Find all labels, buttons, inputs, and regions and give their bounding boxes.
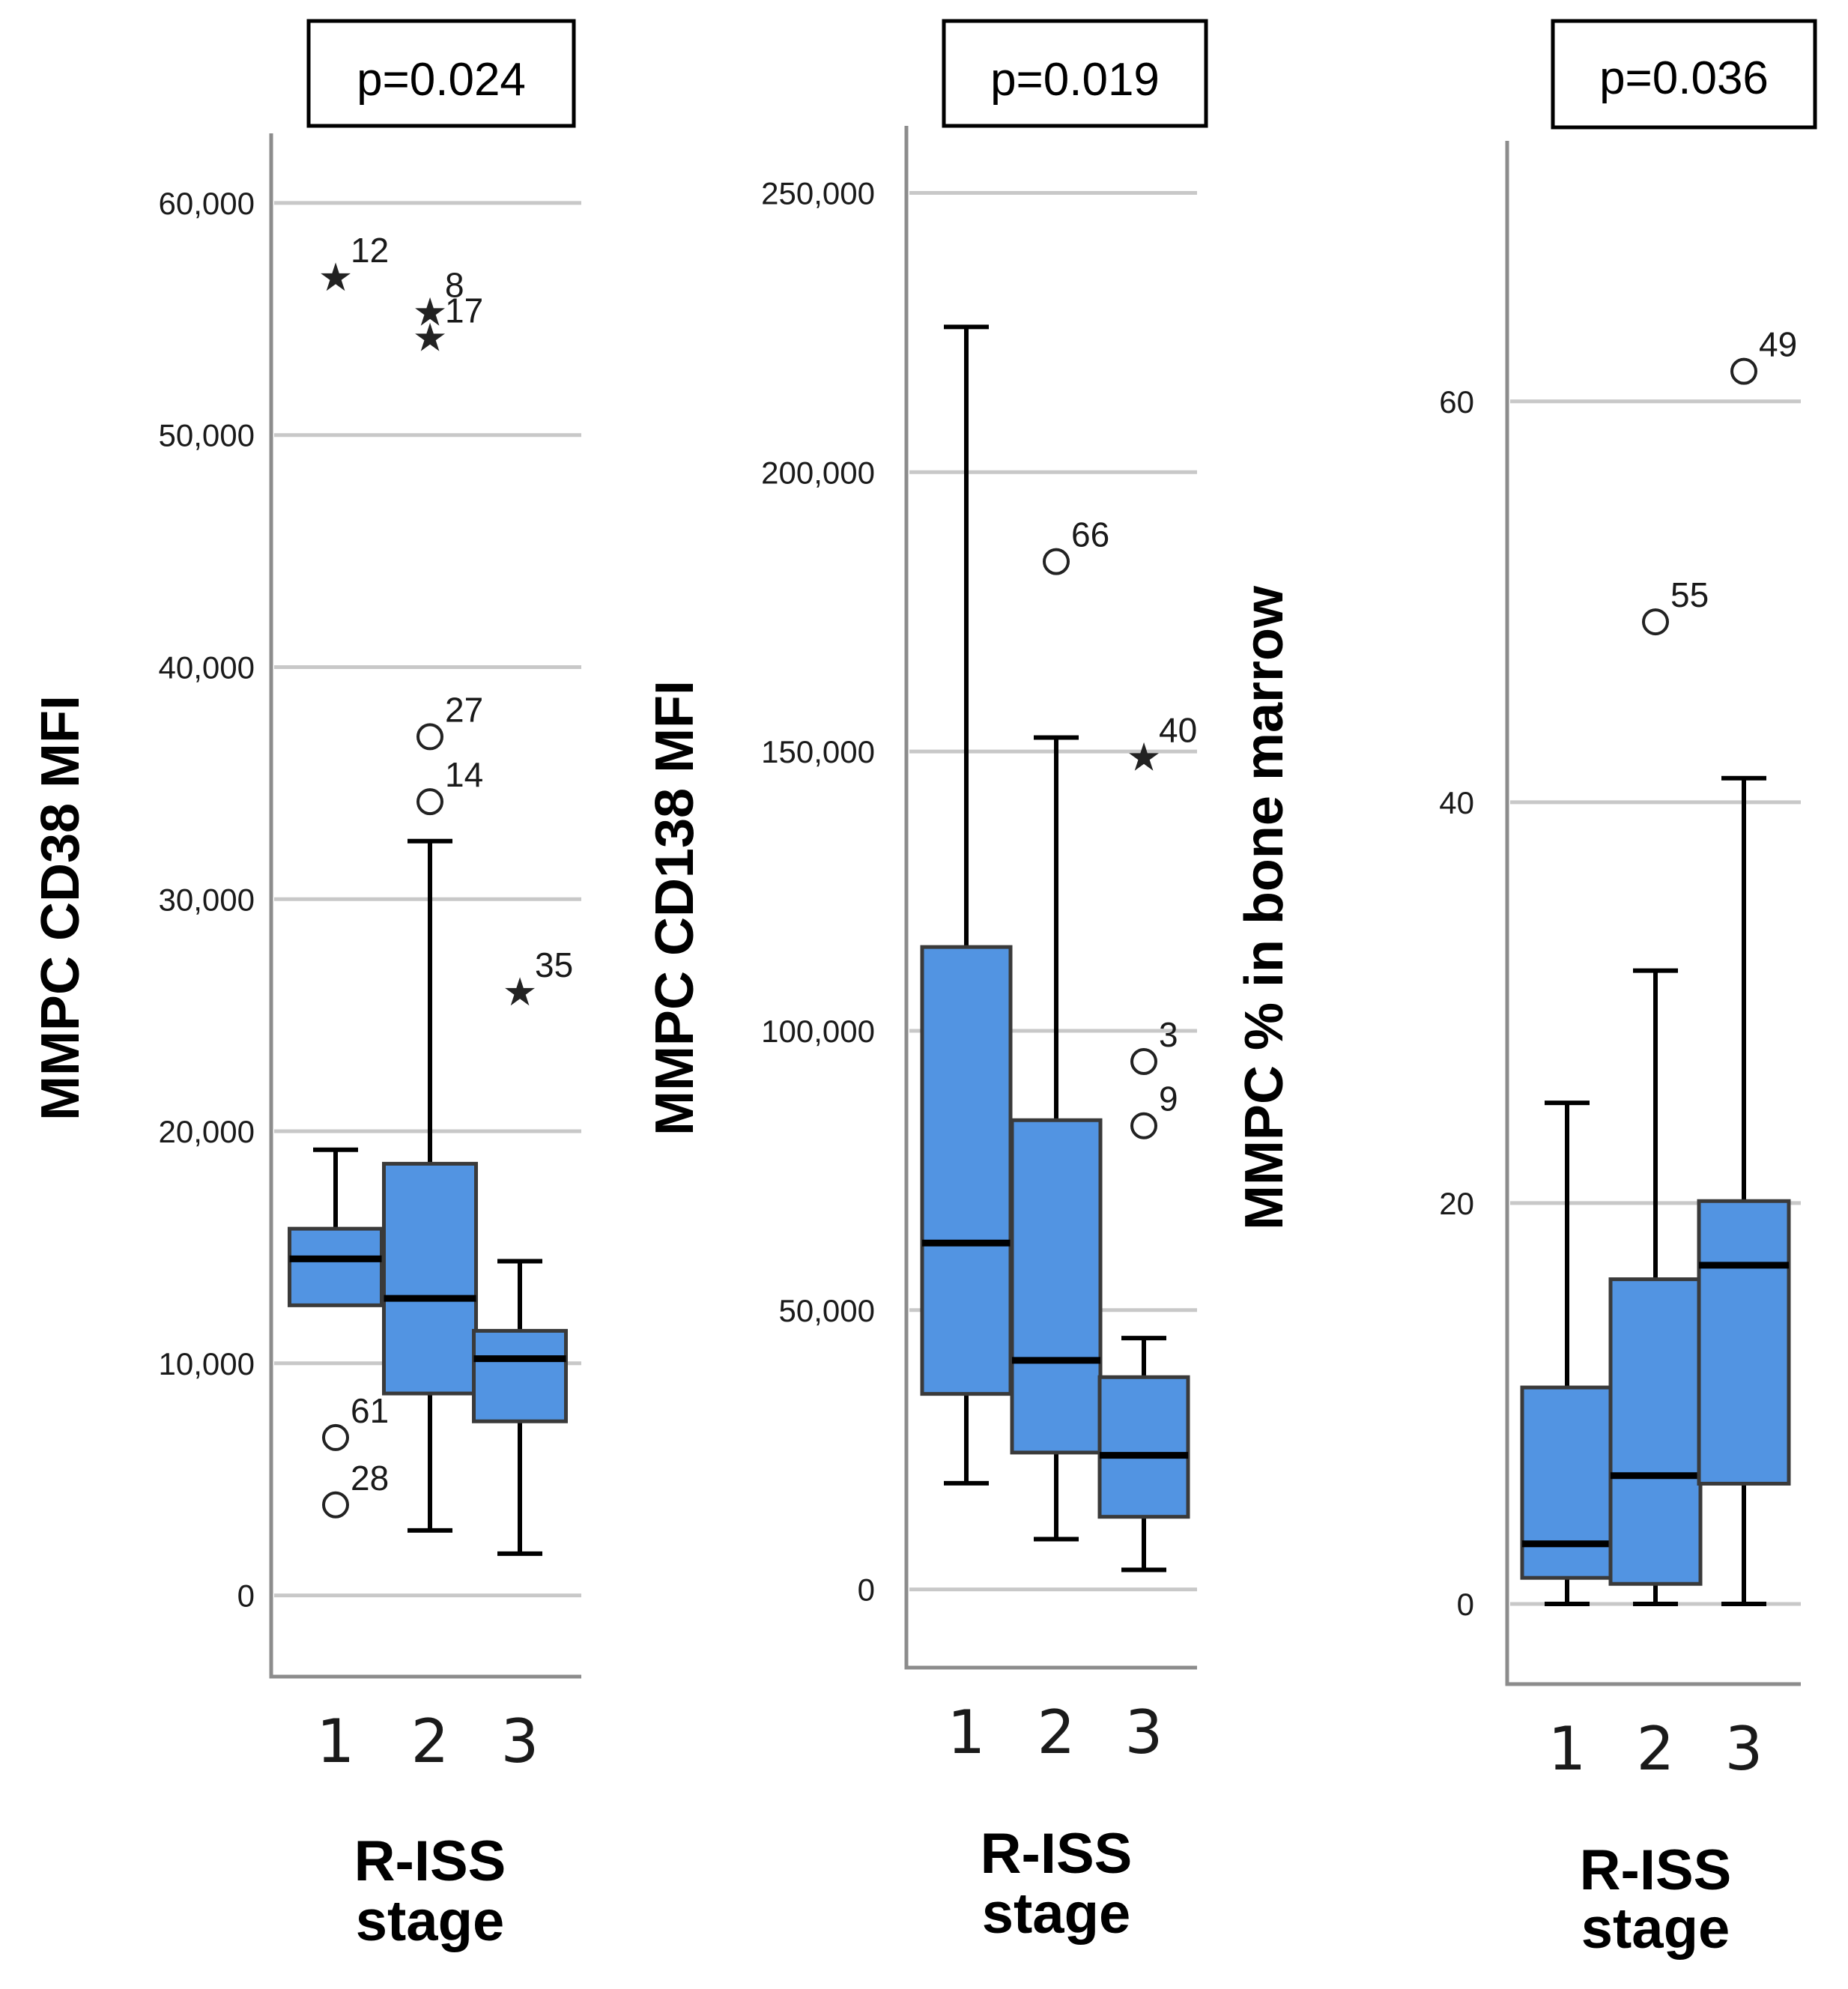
outlier-marker bbox=[322, 1491, 349, 1519]
chart-panel-3: 0 20 40 60 p=0.036 MMPC % in bone marrow 1 2 3 R-… bbox=[1234, 19, 1817, 1961]
y-tick-label: 250,000 bbox=[761, 175, 875, 211]
outlier-label: 49 bbox=[1759, 325, 1797, 364]
outlier-marker bbox=[1730, 357, 1757, 385]
outlier-label: 35 bbox=[535, 945, 573, 984]
x-axis-title-line2: stage bbox=[356, 1889, 505, 1953]
outlier-label: 17 bbox=[445, 291, 483, 330]
outlier-marker bbox=[416, 788, 443, 816]
outlier-marker bbox=[1043, 548, 1070, 575]
outlier-marker bbox=[1130, 1112, 1157, 1139]
y-tick-label: 0 bbox=[1457, 1587, 1474, 1622]
outlier-marker bbox=[1642, 608, 1669, 636]
y-tick-label: 20,000 bbox=[159, 1114, 255, 1149]
extreme-outlier-marker: ★ bbox=[413, 316, 448, 361]
p-value-label: p=0.024 bbox=[357, 54, 526, 106]
y-tick-label: 10,000 bbox=[159, 1346, 255, 1381]
x-axis-title-line1: R-ISS bbox=[354, 1829, 506, 1893]
chart-panel-1: 0 10,000 20,000 30,000 40,000 50,000 60,000 p=0… bbox=[31, 19, 581, 1953]
outlier-label: 55 bbox=[1670, 575, 1709, 614]
y-tick-label: 150,000 bbox=[761, 734, 875, 769]
y-tick-label: 60,000 bbox=[159, 186, 255, 221]
iqr-box bbox=[1010, 1118, 1103, 1455]
outlier-label: 8 bbox=[445, 266, 464, 305]
x-axis-title-line1: R-ISS bbox=[1580, 1838, 1732, 1902]
x-tick-label: 2 bbox=[411, 1707, 449, 1776]
x-axis-title-line1: R-ISS bbox=[981, 1822, 1133, 1886]
y-tick-label: 0 bbox=[858, 1572, 875, 1608]
outlier-label: 28 bbox=[351, 1459, 389, 1498]
x-axis-title-line2: stage bbox=[1581, 1897, 1730, 1961]
y-tick-label: 50,000 bbox=[159, 418, 255, 453]
y-axis-title: MMPC CD138 MFI bbox=[645, 680, 705, 1136]
outlier-label: 3 bbox=[1159, 1015, 1178, 1054]
axis-line bbox=[269, 133, 581, 1679]
y-tick-label: 40 bbox=[1439, 785, 1474, 820]
x-tick-label: 2 bbox=[1037, 1698, 1076, 1767]
y-axis-title: MMPC CD38 MFI bbox=[31, 695, 91, 1121]
p-value-box bbox=[1551, 19, 1817, 130]
x-tick-label: 1 bbox=[948, 1698, 986, 1767]
y-tick-label: 40,000 bbox=[159, 650, 255, 685]
iqr-box bbox=[288, 1226, 384, 1307]
x-tick-label: 3 bbox=[1725, 1714, 1763, 1784]
extreme-outlier-marker: ★ bbox=[1127, 736, 1162, 781]
iqr-box bbox=[382, 1161, 478, 1396]
iqr-box bbox=[1697, 1199, 1791, 1486]
iqr-box bbox=[1097, 1375, 1190, 1519]
y-tick-label: 30,000 bbox=[159, 882, 255, 917]
iqr-box bbox=[920, 945, 1013, 1396]
x-tick-label: 1 bbox=[1548, 1714, 1587, 1784]
outlier-label: 9 bbox=[1159, 1080, 1178, 1118]
outlier-label: 27 bbox=[445, 690, 483, 729]
iqr-box bbox=[472, 1328, 568, 1423]
p-value-label: p=0.019 bbox=[990, 54, 1160, 106]
outlier-marker bbox=[322, 1423, 349, 1451]
y-tick-label: 100,000 bbox=[761, 1014, 875, 1049]
x-tick-label: 3 bbox=[1125, 1698, 1163, 1767]
outlier-marker bbox=[416, 723, 443, 751]
y-tick-label: 20 bbox=[1439, 1186, 1474, 1221]
extreme-outlier-marker: ★ bbox=[413, 291, 448, 336]
p-value-box bbox=[942, 19, 1208, 128]
outlier-label: 14 bbox=[445, 755, 483, 794]
y-tick-label: 50,000 bbox=[779, 1293, 875, 1328]
outlier-label: 61 bbox=[351, 1391, 389, 1430]
outlier-label: 12 bbox=[351, 231, 389, 270]
axis-line bbox=[904, 126, 1197, 1670]
iqr-box bbox=[1608, 1277, 1703, 1586]
x-tick-label: 3 bbox=[501, 1707, 539, 1776]
outlier-label: 40 bbox=[1159, 711, 1197, 750]
x-tick-label: 1 bbox=[317, 1707, 355, 1776]
y-tick-label: 0 bbox=[237, 1578, 255, 1614]
extreme-outlier-marker: ★ bbox=[503, 970, 538, 1015]
axis-line bbox=[1505, 141, 1801, 1686]
x-axis-title-line2: stage bbox=[982, 1882, 1131, 1946]
iqr-box bbox=[1520, 1385, 1614, 1580]
extreme-outlier-marker: ★ bbox=[318, 255, 354, 300]
y-tick-label: 60 bbox=[1439, 384, 1474, 420]
outlier-marker bbox=[1130, 1047, 1157, 1075]
p-value-label: p=0.036 bbox=[1599, 52, 1769, 104]
p-value-box bbox=[306, 19, 576, 128]
y-tick-label: 200,000 bbox=[761, 455, 875, 490]
outlier-label: 66 bbox=[1071, 515, 1109, 554]
chart-panel-2: 0 50,000 100,000 150,000 200,000 250,000 p=0.0… bbox=[645, 19, 1208, 1946]
x-tick-label: 2 bbox=[1637, 1714, 1675, 1784]
y-axis-title: MMPC % in bone marrow bbox=[1234, 585, 1294, 1230]
